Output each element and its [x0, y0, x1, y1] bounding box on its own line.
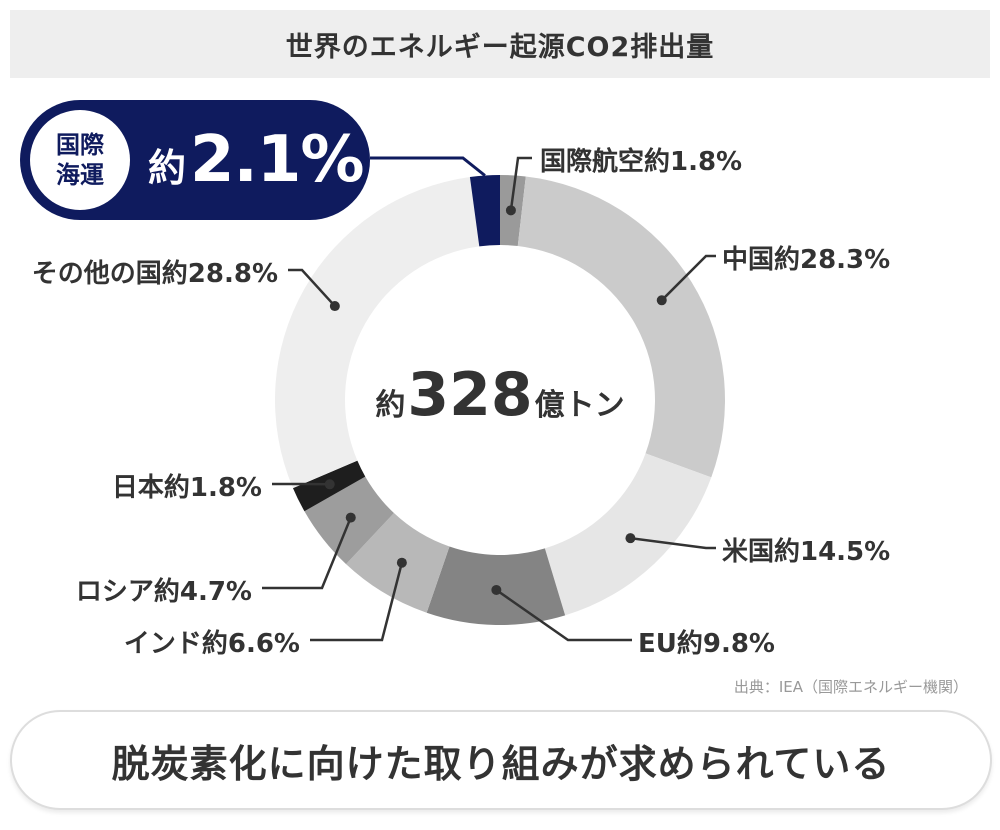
shipping-value: 2.1% [190, 123, 364, 197]
shipping-label-line2: 海運 [56, 161, 104, 189]
slice-label-米国: 米国約14.5% [722, 536, 890, 567]
leader-line-インド [310, 562, 404, 642]
slice-label-国際航空: 国際航空約1.8% [540, 146, 742, 177]
leader-line-国際航空 [509, 156, 532, 211]
shipping-label-line1: 国際 [56, 131, 104, 159]
slice-中国 [517, 176, 725, 478]
slice-label-日本: 日本約1.8% [112, 472, 262, 503]
chart-title: 世界のエネルギー起源CO2排出量 [285, 31, 715, 63]
slice-国際海運 [469, 175, 500, 247]
leader-line-EU [495, 588, 632, 642]
center-value: 328 [407, 360, 533, 430]
slice-label-その他の国: その他の国約28.8% [32, 258, 278, 289]
shipping-badge-circle: 国際 海運 [30, 110, 130, 210]
leader-line-米国 [630, 536, 716, 550]
footer-message: 脱炭素化に向けた取り組みが求められている [111, 741, 891, 786]
shipping-value-text: 約 2.1% [148, 123, 365, 197]
slice-label-中国: 中国約28.3% [722, 244, 890, 275]
slice-label-インド: インド約6.6% [124, 628, 300, 659]
leader-line-中国 [660, 254, 716, 302]
shipping-highlight-badge: 国際 海運 約 2.1% [20, 100, 370, 220]
shipping-prefix: 約 [148, 146, 187, 190]
chart-title-bar: 世界のエネルギー起源CO2排出量 [10, 10, 990, 78]
leader-line-国際海運 [370, 156, 486, 177]
slice-その他の国 [275, 177, 480, 489]
leader-line-ロシア [262, 517, 352, 590]
slice-label-ロシア: ロシア約4.7% [76, 576, 252, 607]
source-note: 出典：IEA（国際エネルギー機関） [733, 678, 968, 696]
slice-label-EU: EU約9.8% [638, 628, 775, 659]
donut-center-total: 約 328 億トン [350, 360, 650, 450]
center-unit: 億トン [534, 388, 625, 423]
leader-line-その他の国 [288, 268, 336, 307]
footer-message-box: 脱炭素化に向けた取り組みが求められている [10, 710, 992, 810]
center-prefix: 約 [375, 388, 406, 423]
